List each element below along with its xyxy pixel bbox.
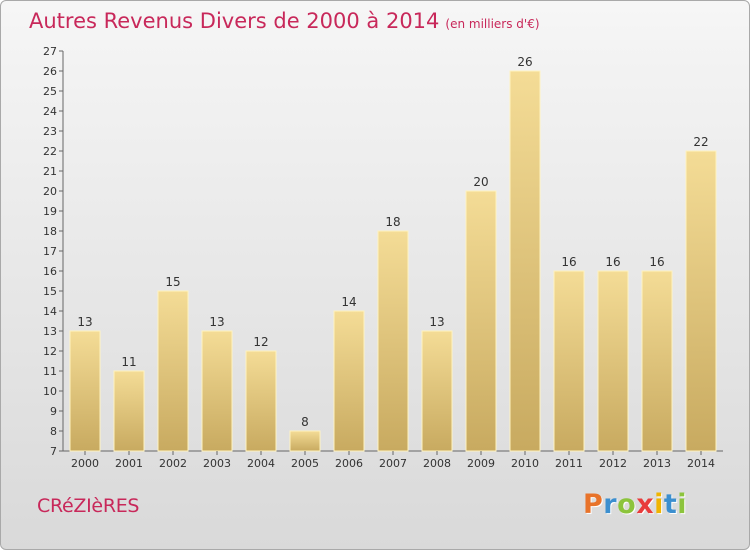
y-tick-label: 13	[43, 325, 57, 338]
x-tick-label: 2004	[247, 457, 275, 470]
logo-letter: x	[636, 489, 655, 520]
chart-title: Autres Revenus Divers de 2000 à 2014 (en …	[29, 9, 540, 33]
chart-title-text: Autres Revenus Divers de 2000 à 2014	[29, 9, 440, 33]
x-tick-label: 2013	[643, 457, 671, 470]
x-tick-label: 2014	[687, 457, 715, 470]
y-tick-label: 17	[43, 245, 57, 258]
x-tick-label: 2010	[511, 457, 539, 470]
bar-value-label: 13	[429, 315, 444, 329]
bar-value-label: 8	[301, 415, 309, 429]
logo-letter: i	[654, 489, 664, 520]
y-tick-label: 22	[43, 145, 57, 158]
location-name: CRéZIèRES	[37, 495, 140, 517]
y-tick-label: 18	[43, 225, 57, 238]
bar	[69, 330, 101, 452]
logo-letter: t	[663, 489, 678, 520]
y-tick-label: 20	[43, 185, 57, 198]
bar	[377, 230, 409, 452]
bar-value-label: 20	[473, 175, 488, 189]
y-tick-label: 26	[43, 65, 57, 78]
y-tick-label: 21	[43, 165, 57, 178]
x-tick-label: 2012	[599, 457, 627, 470]
bar-value-label: 18	[385, 215, 400, 229]
bar	[553, 270, 585, 452]
logo-letter: i	[677, 489, 688, 520]
y-tick-label: 14	[43, 305, 57, 318]
bar	[509, 70, 541, 452]
y-tick-label: 23	[43, 125, 57, 138]
bar	[465, 190, 497, 452]
y-tick-label: 15	[43, 285, 57, 298]
x-tick-label: 2008	[423, 457, 451, 470]
bar	[597, 270, 629, 452]
bar-value-label: 14	[341, 295, 356, 309]
bar-value-label: 13	[77, 315, 92, 329]
bar	[157, 290, 189, 452]
bar	[245, 350, 277, 452]
y-tick-label: 11	[43, 365, 57, 378]
bar	[333, 310, 365, 452]
y-tick-label: 12	[43, 345, 57, 358]
bar	[289, 430, 321, 452]
logo-letter: r	[603, 489, 618, 520]
x-tick-label: 2009	[467, 457, 495, 470]
logo-letter: o	[617, 489, 637, 520]
bar-value-label: 13	[209, 315, 224, 329]
y-tick-label: 27	[43, 45, 57, 58]
x-tick-label: 2011	[555, 457, 583, 470]
x-tick-label: 2003	[203, 457, 231, 470]
x-tick-label: 2006	[335, 457, 363, 470]
x-tick-label: 2005	[291, 457, 319, 470]
y-tick-label: 8	[50, 425, 57, 438]
y-tick-label: 25	[43, 85, 57, 98]
bar	[685, 150, 717, 452]
y-tick-label: 24	[43, 105, 57, 118]
y-tick-label: 9	[50, 405, 57, 418]
x-tick-label: 2002	[159, 457, 187, 470]
bar-value-label: 16	[649, 255, 664, 269]
bar-value-label: 16	[561, 255, 576, 269]
bar	[421, 330, 453, 452]
y-tick-label: 16	[43, 265, 57, 278]
logo-letter: P	[583, 489, 604, 520]
bar-value-label: 15	[165, 275, 180, 289]
y-tick-label: 19	[43, 205, 57, 218]
bar-value-label: 16	[605, 255, 620, 269]
y-tick-label: 7	[50, 445, 57, 458]
bar-value-label: 22	[693, 135, 708, 149]
chart-unit: (en milliers d'€)	[445, 17, 540, 31]
bar	[201, 330, 233, 452]
x-tick-label: 2007	[379, 457, 407, 470]
proxiti-logo: Proxiti	[583, 489, 687, 520]
bar-value-label: 26	[517, 55, 532, 69]
x-tick-label: 2001	[115, 457, 143, 470]
x-tick-label: 2000	[71, 457, 99, 470]
bar	[641, 270, 673, 452]
bar	[113, 370, 145, 452]
bar-value-label: 11	[121, 355, 136, 369]
bar-value-label: 12	[253, 335, 268, 349]
y-tick-label: 10	[43, 385, 57, 398]
